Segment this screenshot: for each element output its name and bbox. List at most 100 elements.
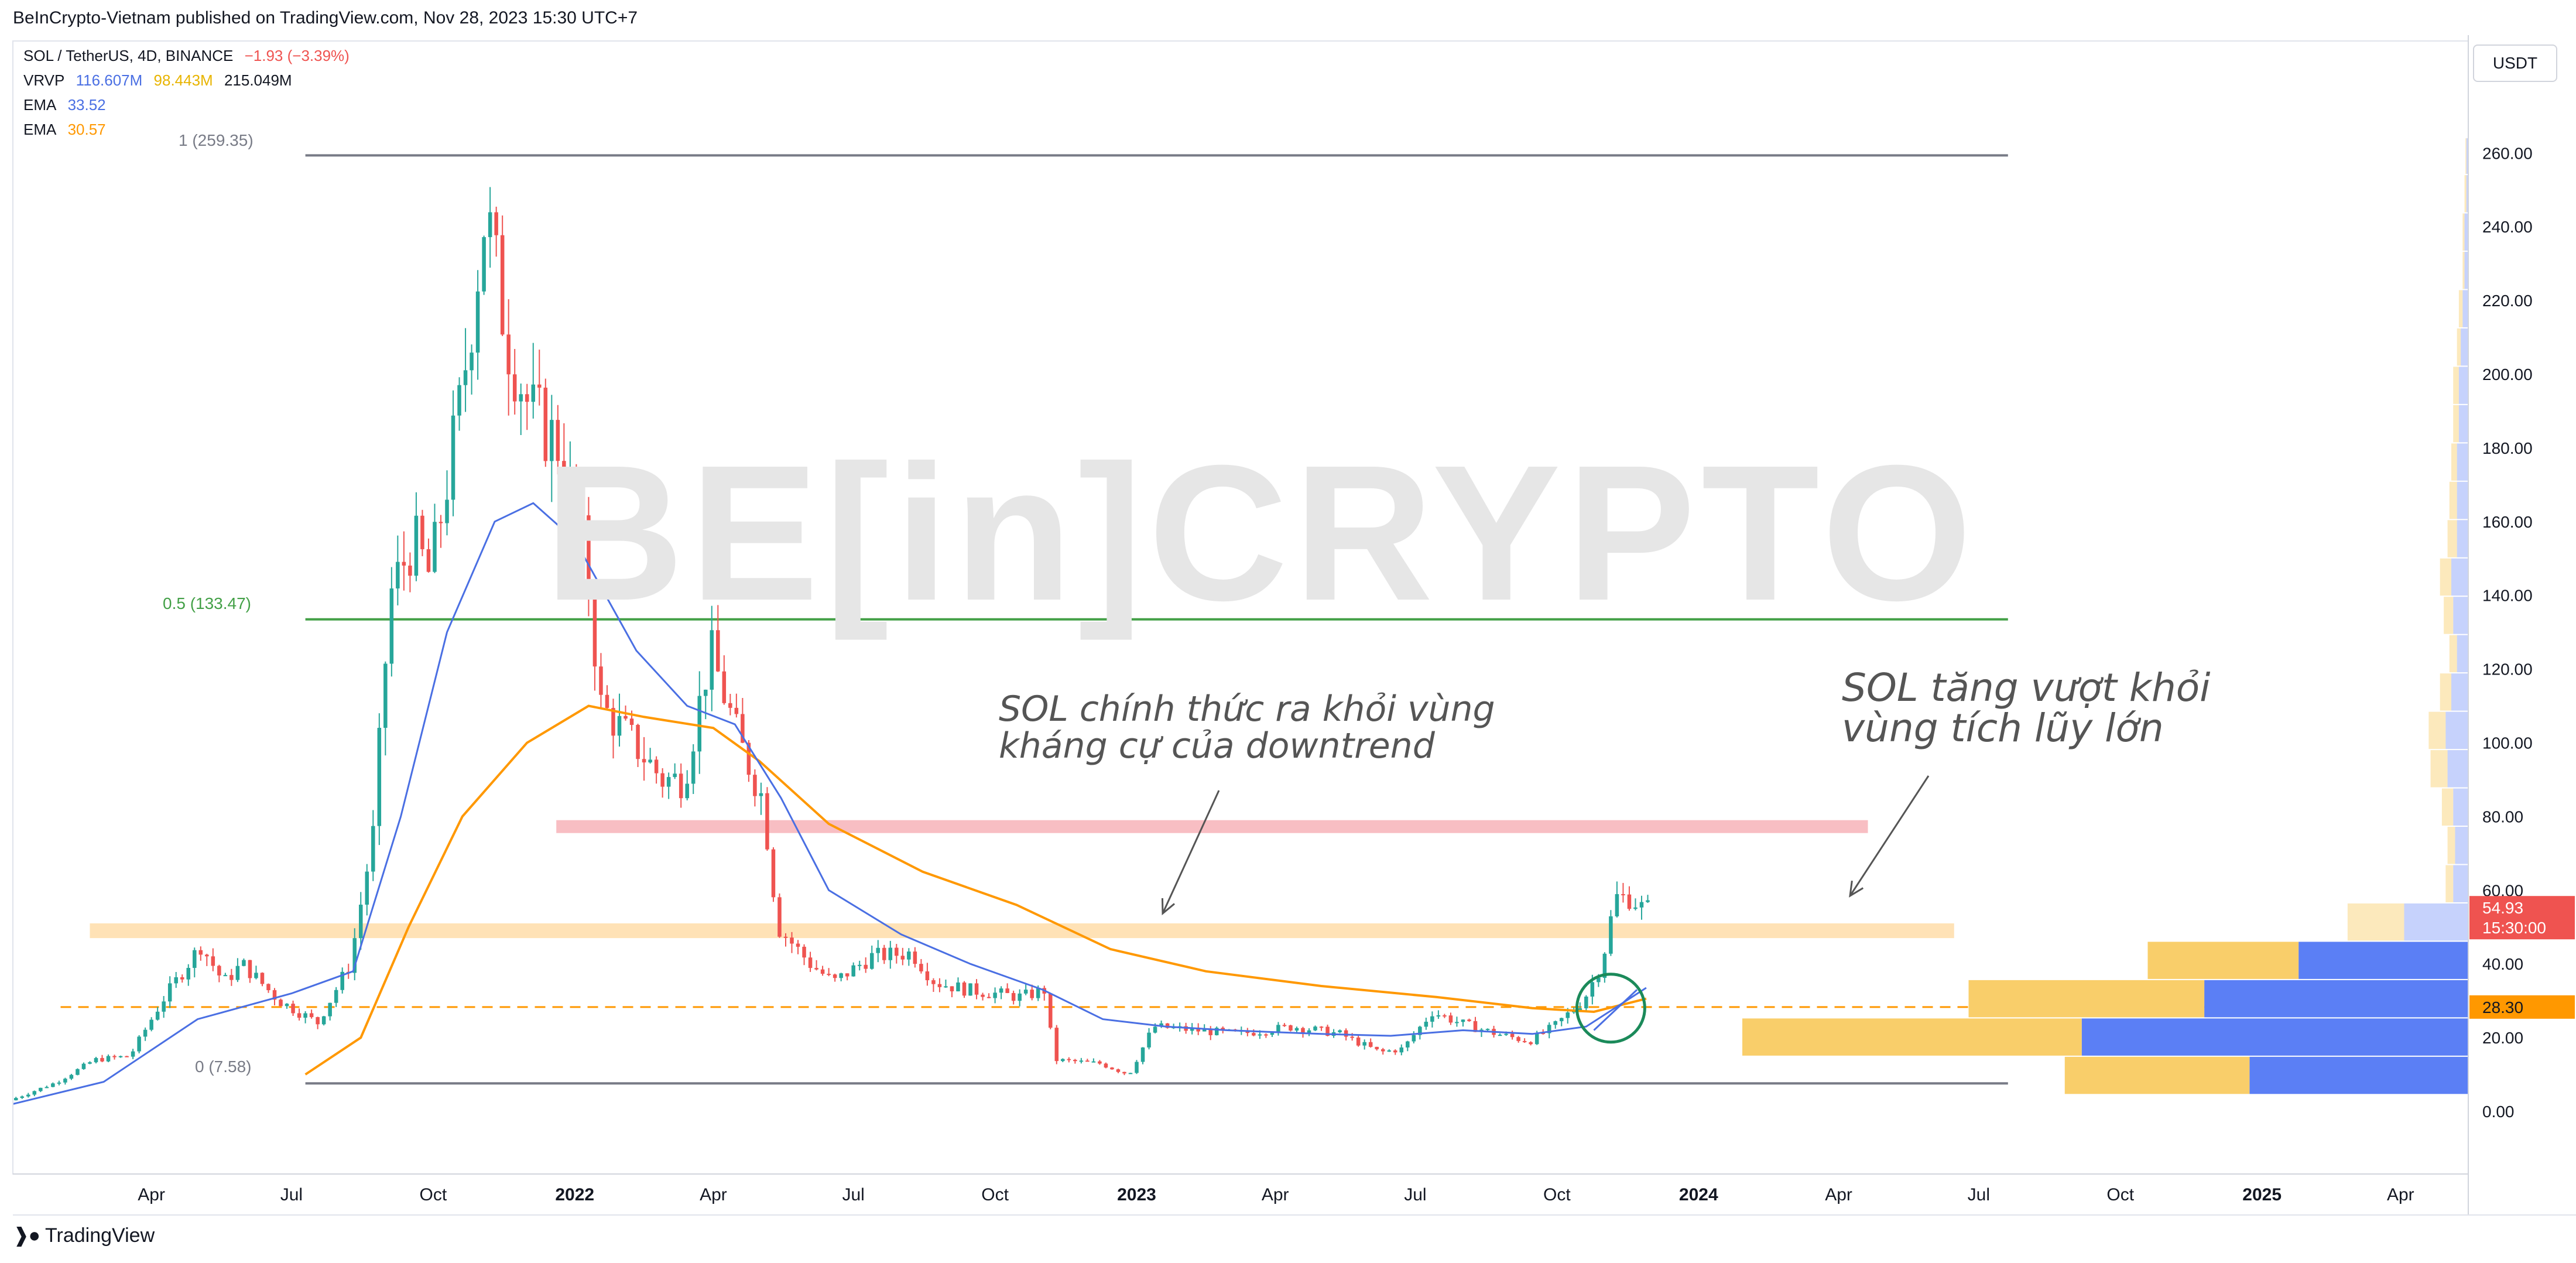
fib-label-0: 0 (7.58) [195,1057,252,1076]
volume-profile-up-bar [2457,635,2468,673]
volume-profile-down-bar [2458,290,2463,327]
candle-body [193,950,197,968]
candle-body [1627,894,1632,909]
volume-profile-down-bar [2064,1056,2250,1094]
candle-body [741,714,745,743]
candle-body [1455,1022,1459,1024]
candle-body [51,1083,55,1087]
candle-body [642,759,646,763]
volume-profile-down-bar [2347,903,2404,941]
volume-profile-up-bar [2447,750,2468,788]
candle-body [907,951,911,960]
candle-body [746,742,751,775]
candle-body [734,707,739,714]
volume-profile-up-bar [2458,367,2468,404]
candle-body [1049,993,1053,1028]
ema-fast-value: 33.52 [67,96,106,114]
candle-body [691,751,696,784]
x-tick-label: Jul [280,1185,303,1204]
volume-profile-up-bar [2457,443,2468,481]
legend-symbol-row[interactable]: SOL / TetherUS, 4D, BINANCE −1.93 (−3.39… [23,47,357,65]
candle-body [217,966,221,976]
annotation-right-arrow [1849,775,1930,896]
candle-body [143,1029,148,1037]
candle-body [371,826,375,872]
volume-profile-down-bar [2453,405,2459,443]
change-value: −1.93 (−3.39%) [244,47,350,64]
candle-body [1005,988,1009,993]
candle-body [617,716,622,736]
candle-body [1498,1035,1502,1036]
candle-body [1504,1033,1508,1035]
candle-body [1122,1072,1126,1074]
candle-body [624,716,628,719]
legend-ema-fast-row[interactable]: EMA 33.52 [23,96,113,114]
candle-body [32,1091,37,1095]
candle-body [439,522,443,523]
candle-body [180,977,184,980]
candle-body [1534,1032,1539,1045]
candle-body [494,212,498,235]
candle-body [1202,1029,1207,1032]
candle-body [1036,988,1040,998]
axes: 0.0020.0040.0060.0080.00100.00120.00140.… [12,35,2576,1216]
candle-body [888,947,893,960]
candle-body [266,984,270,991]
legend-vrvp-row[interactable]: VRVP 116.607M 98.443M 215.049M [23,71,299,90]
candle-body [605,694,609,708]
fib-label-0-5: 0.5 (133.47) [163,594,251,612]
candle-body [913,951,917,964]
candle-body [1368,1042,1373,1047]
candle-body [186,968,191,980]
currency-button[interactable]: USDT [2473,45,2557,82]
candle-body [1399,1047,1404,1053]
x-tick-label: Apr [138,1185,165,1204]
candle-body [340,971,344,990]
candle-body [205,954,209,957]
y-tick-label: 120.00 [2482,660,2533,679]
candle-body [827,974,831,976]
candle-body [900,956,905,960]
candle-body [660,773,664,787]
candle-body [1128,1073,1133,1074]
tradingview-logo[interactable]: ❱● TradingView [13,1224,155,1247]
candle-body [1258,1034,1262,1036]
candle-body [162,1001,166,1012]
level-price-tag [2469,995,2575,1019]
y-tick-label: 240.00 [2482,218,2533,236]
volume-profile-up-bar [2458,405,2468,443]
volume-profile-up-bar [2249,1056,2468,1094]
legend-ema-slow-row[interactable]: EMA 30.57 [23,121,113,139]
volume-profile-up-bar [2453,788,2468,826]
volume-profile-up-bar [2081,1018,2468,1056]
candle-body [1214,1028,1219,1035]
candle-body [1140,1047,1145,1062]
volume-profile-down-bar [1968,980,2205,1018]
candle-body [303,1013,307,1018]
candle-body [1153,1026,1157,1033]
candle-body [851,965,855,977]
candle-body [796,943,800,947]
ema-slow-value: 30.57 [67,121,106,138]
x-tick-label: Apr [1825,1185,1852,1204]
candle-body [1350,1036,1354,1038]
candle-body [13,1098,18,1101]
candle-body [69,1074,74,1079]
volume-profile-down-bar [2447,827,2455,864]
watermark-logo: BE[in]CRYPTO [544,425,1978,641]
level-price-value: 28.30 [2482,998,2523,1016]
volume-profile-up-bar [2457,481,2468,519]
vrvp-total-volume: 215.049M [224,71,292,89]
candle-body [1381,1049,1385,1052]
candle-body [1165,1023,1170,1028]
candle-body [235,966,240,980]
ema-slow-label: EMA [23,121,57,138]
candle-body [765,793,769,850]
downtrend-resistance [556,820,1868,833]
candle-body [358,905,363,939]
volume-profile-up-bar [2457,520,2468,557]
candle-body [956,982,960,992]
candle-body [254,973,258,978]
y-tick-label: 80.00 [2482,807,2523,826]
